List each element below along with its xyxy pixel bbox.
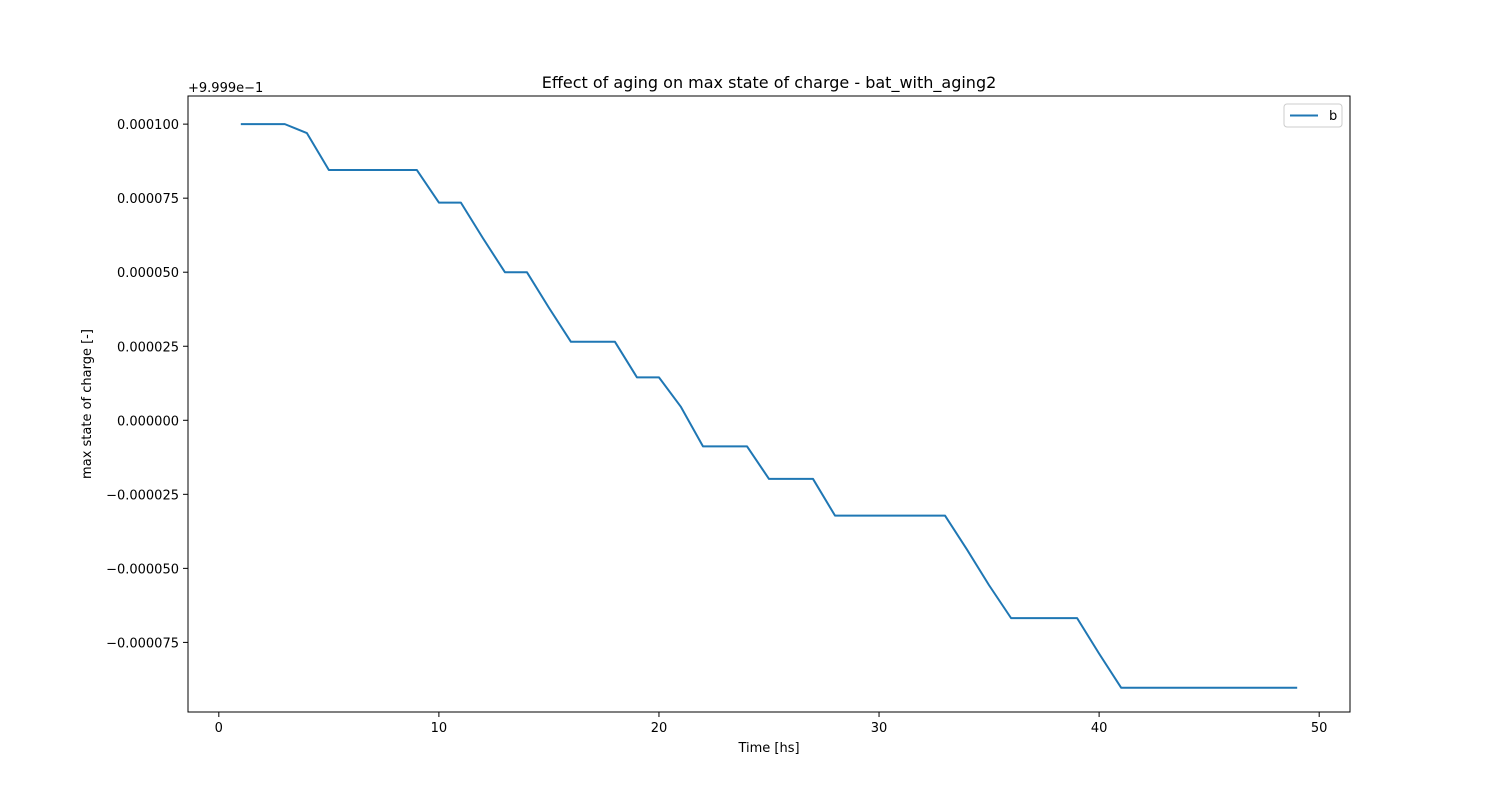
x-tick-label: 50 [1311, 721, 1328, 736]
chart-title: Effect of aging on max state of charge -… [542, 73, 997, 93]
y-offset-label: +9.999e−1 [188, 81, 263, 96]
x-tick-label: 10 [431, 721, 448, 736]
x-tick-label: 40 [1091, 721, 1108, 736]
x-tick-label: 20 [651, 721, 668, 736]
x-axis-label: Time [hs] [737, 741, 799, 756]
y-tick-label: 0.000000 [117, 414, 179, 429]
series-line-0 [240, 123, 1298, 689]
y-tick-label: −0.000050 [106, 562, 179, 577]
legend: b [1283, 103, 1343, 128]
legend-label: b [1329, 109, 1337, 124]
y-tick-label: 0.000050 [117, 266, 179, 281]
plot-area: 0 10 20 30 40 50 0.000100 0.000075 0.000050 0.000… [106, 95, 1351, 736]
y-tick-label: −0.000075 [106, 636, 179, 651]
y-tick-label: 0.000100 [117, 118, 179, 133]
y-tick-label: −0.000025 [106, 488, 179, 503]
x-tick-label: 30 [871, 721, 888, 736]
y-tick-label: 0.000025 [117, 340, 179, 355]
y-axis-label: max state of charge [-] [80, 329, 95, 479]
x-tick-label: 0 [215, 721, 223, 736]
y-tick-label: 0.000075 [117, 192, 179, 207]
axes-frame [187, 95, 1351, 713]
